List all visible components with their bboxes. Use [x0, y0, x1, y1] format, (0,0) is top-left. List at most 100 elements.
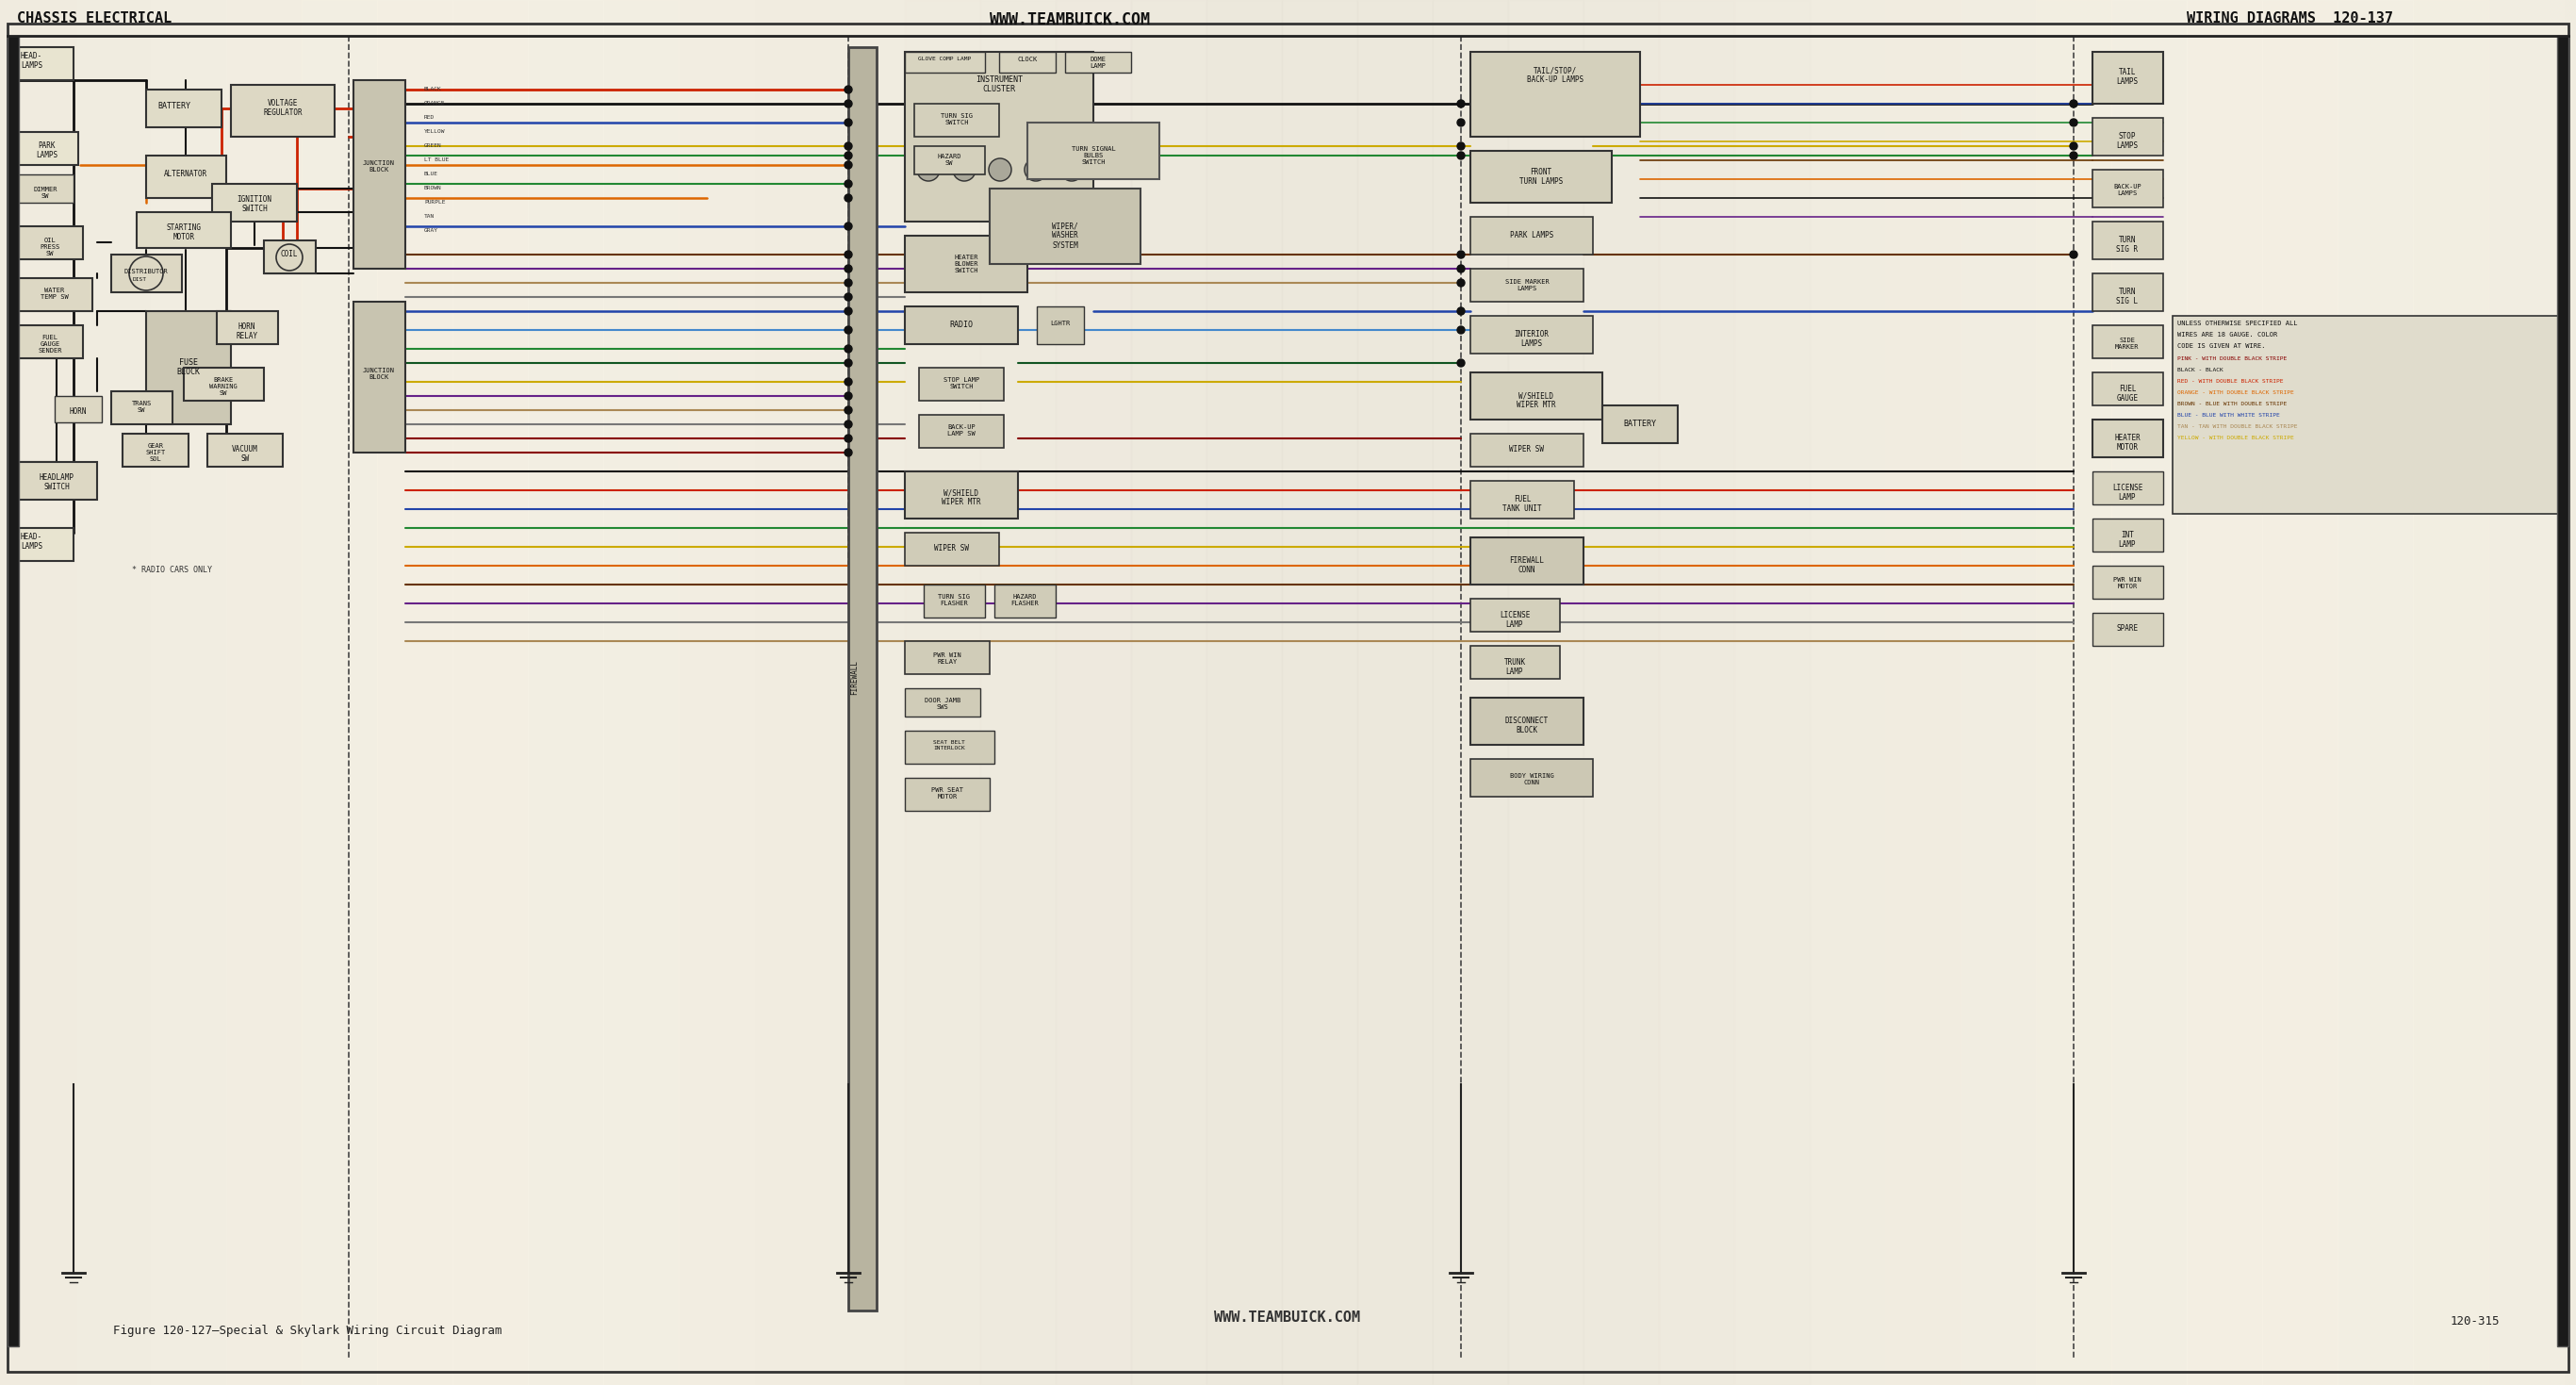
- Text: TAIL
LAMPS: TAIL LAMPS: [2117, 68, 2138, 86]
- Text: HEATER
MOTOR: HEATER MOTOR: [2115, 434, 2141, 452]
- Bar: [211, 184, 296, 222]
- Bar: [453, 0, 528, 1385]
- Bar: [18, 278, 93, 312]
- Text: WIRES ARE 18 GAUGE. COLOR: WIRES ARE 18 GAUGE. COLOR: [2177, 332, 2277, 338]
- Text: JUNCTION
BLOCK: JUNCTION BLOCK: [363, 161, 394, 173]
- Text: RED: RED: [425, 115, 435, 119]
- Text: * RADIO CARS ONLY: * RADIO CARS ONLY: [131, 565, 211, 575]
- Text: BROWN - BLUE WITH DOUBLE STRIPE: BROWN - BLUE WITH DOUBLE STRIPE: [2177, 402, 2287, 406]
- Text: BLUE: BLUE: [425, 172, 438, 176]
- Text: GEAR
SHIFT
SOL: GEAR SHIFT SOL: [144, 443, 165, 463]
- Bar: [989, 188, 1141, 265]
- Text: HEAD-
LAMPS: HEAD- LAMPS: [21, 51, 44, 71]
- Text: FIREWALL
CONN: FIREWALL CONN: [1510, 557, 1546, 575]
- Bar: [18, 463, 98, 500]
- Text: TAN: TAN: [425, 215, 435, 219]
- Bar: [353, 80, 404, 269]
- Bar: [2488, 0, 2563, 1385]
- Text: TURN SIGNAL
BULBS
SWITCH: TURN SIGNAL BULBS SWITCH: [1072, 147, 1115, 165]
- Circle shape: [845, 307, 853, 314]
- Bar: [2092, 51, 2164, 104]
- Text: HEATER
BLOWER
SWITCH: HEATER BLOWER SWITCH: [953, 255, 979, 273]
- Bar: [18, 132, 77, 165]
- Bar: [75, 0, 152, 1385]
- Bar: [1056, 0, 1131, 1385]
- Bar: [1471, 269, 1584, 302]
- Bar: [920, 416, 1005, 447]
- Bar: [981, 0, 1056, 1385]
- Bar: [2092, 170, 2164, 208]
- Text: WWW.TEAMBUICK.COM: WWW.TEAMBUICK.COM: [1213, 1310, 1360, 1324]
- Bar: [152, 0, 227, 1385]
- Text: INSTRUMENT
CLUSTER: INSTRUMENT CLUSTER: [976, 75, 1023, 94]
- Text: YELLOW: YELLOW: [425, 129, 446, 134]
- Text: INTERIOR
LAMPS: INTERIOR LAMPS: [1515, 330, 1548, 348]
- Circle shape: [845, 327, 853, 334]
- Circle shape: [2071, 152, 2076, 159]
- Bar: [904, 51, 1092, 222]
- Circle shape: [2071, 100, 2076, 108]
- Text: PARK LAMPS: PARK LAMPS: [1510, 231, 1553, 240]
- Text: VACUUM
SW: VACUUM SW: [232, 445, 258, 464]
- Text: PINK - WITH DOUBLE BLACK STRIPE: PINK - WITH DOUBLE BLACK STRIPE: [2177, 356, 2287, 361]
- Text: CLOCK: CLOCK: [1018, 57, 1038, 62]
- Bar: [1471, 645, 1561, 679]
- Bar: [904, 778, 989, 810]
- Bar: [904, 533, 999, 565]
- Bar: [232, 84, 335, 137]
- Bar: [147, 155, 227, 198]
- Circle shape: [1061, 158, 1082, 181]
- Bar: [1471, 434, 1584, 467]
- Text: STARTING
MOTOR: STARTING MOTOR: [167, 223, 201, 242]
- Circle shape: [2071, 119, 2076, 126]
- Text: YELLOW - WITH DOUBLE BLACK STRIPE: YELLOW - WITH DOUBLE BLACK STRIPE: [2177, 435, 2295, 440]
- Text: PWR WIN
MOTOR: PWR WIN MOTOR: [2112, 578, 2141, 589]
- Bar: [904, 471, 1018, 518]
- Circle shape: [845, 180, 853, 187]
- Bar: [829, 0, 904, 1385]
- Text: PARK
LAMPS: PARK LAMPS: [36, 141, 59, 159]
- Bar: [111, 392, 173, 424]
- Bar: [1471, 151, 1613, 202]
- Bar: [18, 226, 82, 259]
- Bar: [18, 325, 82, 359]
- Bar: [528, 0, 603, 1385]
- Bar: [1886, 0, 1960, 1385]
- Circle shape: [845, 143, 853, 150]
- Text: CODE IS GIVEN AT WIRE.: CODE IS GIVEN AT WIRE.: [2177, 343, 2264, 349]
- Text: SPARE: SPARE: [2117, 625, 2138, 633]
- Text: TAIL/STOP/
BACK-UP LAMPS: TAIL/STOP/ BACK-UP LAMPS: [1528, 66, 1584, 84]
- Circle shape: [276, 244, 301, 270]
- Circle shape: [845, 294, 853, 301]
- Text: STOP LAMP
SWITCH: STOP LAMP SWITCH: [943, 377, 979, 389]
- Text: BLUE - BLUE WITH WHITE STRIPE: BLUE - BLUE WITH WHITE STRIPE: [2177, 413, 2280, 418]
- Text: BACK-UP
LAMPS: BACK-UP LAMPS: [2112, 184, 2141, 197]
- Bar: [2172, 316, 2568, 514]
- Bar: [1507, 0, 1584, 1385]
- Bar: [18, 175, 75, 202]
- Text: PWR WIN
RELAY: PWR WIN RELAY: [933, 652, 961, 665]
- Bar: [2187, 0, 2262, 1385]
- Text: BRAKE
WARNING
SW: BRAKE WARNING SW: [209, 377, 237, 396]
- Circle shape: [2071, 143, 2076, 150]
- Bar: [848, 47, 876, 1310]
- Circle shape: [1458, 359, 1466, 367]
- Bar: [1283, 0, 1358, 1385]
- Text: JUNCTION
BLOCK: JUNCTION BLOCK: [363, 367, 394, 379]
- Bar: [0, 0, 75, 1385]
- Bar: [1358, 0, 1432, 1385]
- Circle shape: [845, 223, 853, 230]
- Bar: [216, 312, 278, 343]
- Bar: [2112, 0, 2187, 1385]
- Bar: [994, 584, 1056, 618]
- Bar: [124, 434, 188, 467]
- Bar: [227, 0, 301, 1385]
- Bar: [2092, 118, 2164, 155]
- Text: STOP
LAMPS: STOP LAMPS: [2117, 132, 2138, 151]
- Text: HEADLAMP
SWITCH: HEADLAMP SWITCH: [39, 474, 75, 492]
- Text: WIPER SW: WIPER SW: [935, 544, 969, 553]
- Circle shape: [845, 449, 853, 456]
- Text: IGNITION
SWITCH: IGNITION SWITCH: [237, 195, 273, 213]
- Bar: [999, 51, 1056, 72]
- Text: BROWN: BROWN: [425, 186, 443, 191]
